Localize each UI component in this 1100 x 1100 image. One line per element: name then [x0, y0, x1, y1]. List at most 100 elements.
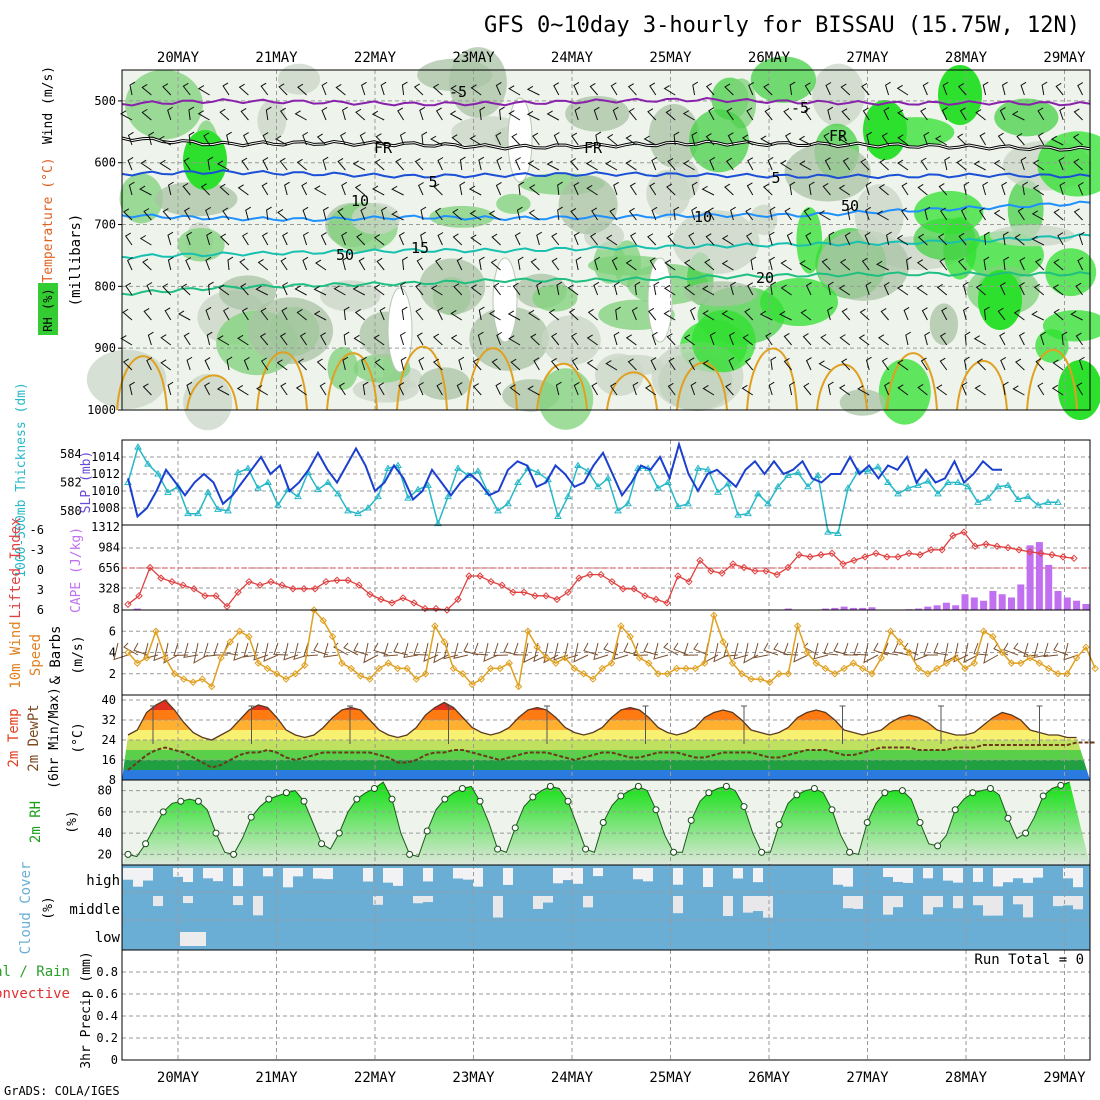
thickness-marker [364, 504, 372, 511]
wind-barb [436, 382, 443, 396]
wind-barb [468, 185, 482, 196]
wind-barb [589, 232, 598, 246]
wind-barb [613, 281, 620, 296]
thickness-marker [334, 489, 342, 497]
cloud-level-label: high [86, 873, 120, 889]
wind-barb [724, 183, 734, 196]
wind-barb [359, 132, 366, 146]
wind-barb [401, 81, 408, 96]
lifted-index-marker [289, 585, 297, 593]
wind-barb [360, 206, 367, 221]
wind-barb [649, 182, 657, 196]
wind-barb [1070, 310, 1083, 321]
wind-speed-marker [207, 682, 216, 691]
precip-tick-label: 0.8 [96, 965, 118, 979]
thickness-marker [1014, 495, 1022, 502]
cloud-high-cell [203, 868, 213, 879]
wind-barb [1041, 81, 1048, 96]
wind-barb-10m [643, 642, 659, 656]
wind-barb [924, 331, 931, 346]
wind-barb [528, 209, 540, 221]
thickness-marker [944, 478, 952, 485]
rh-blob [854, 184, 904, 247]
wind-barb [768, 231, 775, 246]
wind-speed-marker [170, 670, 179, 678]
thickness-marker [1004, 481, 1012, 488]
lifted-index-marker [938, 546, 946, 554]
wind-barb [725, 157, 734, 171]
wind-barb [884, 381, 890, 396]
wind-barb-10m [163, 642, 179, 664]
wind-barb [353, 334, 366, 346]
theta-contour [326, 352, 378, 411]
wind-barb-10m [853, 642, 869, 656]
wind-barb-10m [683, 642, 699, 656]
wind-barb [183, 207, 191, 221]
wind-barb-10m [1013, 642, 1029, 656]
lifted-index-marker [751, 567, 759, 575]
wind-barb-10m [983, 642, 999, 664]
wind-barb [880, 308, 889, 321]
temp-band [122, 700, 1090, 710]
wind-barb [380, 206, 387, 221]
wind-barb [451, 134, 463, 146]
wind-barb [958, 232, 967, 246]
lifted-index-marker [960, 528, 968, 536]
wind-speed-marker [970, 659, 979, 667]
wind-barb [974, 384, 986, 396]
wind-barb [573, 381, 580, 396]
rh-marker [951, 806, 959, 814]
wind-barb [320, 232, 327, 246]
wind-barb [205, 306, 212, 321]
wind-speed-marker [338, 659, 346, 667]
thickness-marker [244, 464, 252, 471]
wind-barb [841, 358, 851, 371]
wind-barb-10m [673, 642, 689, 656]
wind-barb [472, 358, 482, 371]
temp-band [122, 730, 1090, 740]
thickness-marker [904, 484, 912, 491]
wind-barb [664, 259, 676, 271]
wind-barb [821, 258, 831, 271]
wind-barb [957, 83, 967, 96]
wind-barb [780, 284, 792, 296]
wind-barb [510, 358, 521, 371]
rh-marker [793, 791, 801, 799]
rh-marker [388, 795, 396, 803]
wind-barb [728, 331, 735, 346]
cloud-high-cell [283, 868, 293, 888]
wind-barb [146, 357, 153, 371]
thickness-marker [514, 478, 522, 485]
cape-bar [849, 607, 857, 610]
wind-barb [219, 183, 230, 196]
rh-marker [1004, 814, 1012, 822]
wind-speed-marker [449, 664, 458, 673]
wind-barb [780, 159, 792, 171]
wind-barb [182, 182, 191, 196]
lifted-index-marker [597, 570, 605, 579]
thickness-marker [344, 506, 352, 514]
thickness-marker [524, 464, 532, 471]
wind-barb [490, 258, 501, 271]
wind-barb [901, 207, 909, 221]
wind-barb [1077, 257, 1084, 271]
wind-barb [146, 282, 153, 296]
wind-barb [983, 306, 990, 321]
wind-speed-marker [124, 648, 132, 657]
rh-blob [684, 281, 758, 307]
wind-barb [586, 334, 598, 346]
temp-tick-label: 40 [102, 693, 116, 707]
wind-speed-marker [300, 661, 309, 669]
cloud-mid-cell [373, 896, 383, 905]
cloud-high-cell [643, 868, 653, 882]
wind-barb [186, 356, 193, 371]
wind-barb [1015, 358, 1025, 371]
cloud-high-cell [923, 868, 933, 879]
thickness-marker [834, 529, 842, 536]
rh-marker [282, 789, 290, 797]
date-label-bottom: 24MAY [551, 1070, 594, 1086]
wind-barb [1035, 358, 1045, 371]
rh-blob [538, 368, 594, 430]
cloud-high-cell [1063, 868, 1073, 879]
date-label-bottom: 25MAY [649, 1070, 692, 1086]
